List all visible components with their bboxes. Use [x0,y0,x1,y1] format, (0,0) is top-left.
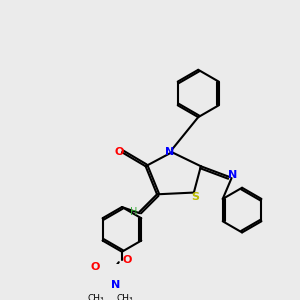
Text: S: S [191,191,199,202]
Text: H: H [130,207,137,217]
Text: N: N [228,170,238,181]
Text: O: O [115,147,124,157]
Text: N: N [165,147,174,157]
Text: CH₃: CH₃ [87,294,104,300]
Text: N: N [111,280,120,290]
Text: O: O [91,262,100,272]
Text: O: O [122,255,132,265]
Text: CH₃: CH₃ [116,294,133,300]
